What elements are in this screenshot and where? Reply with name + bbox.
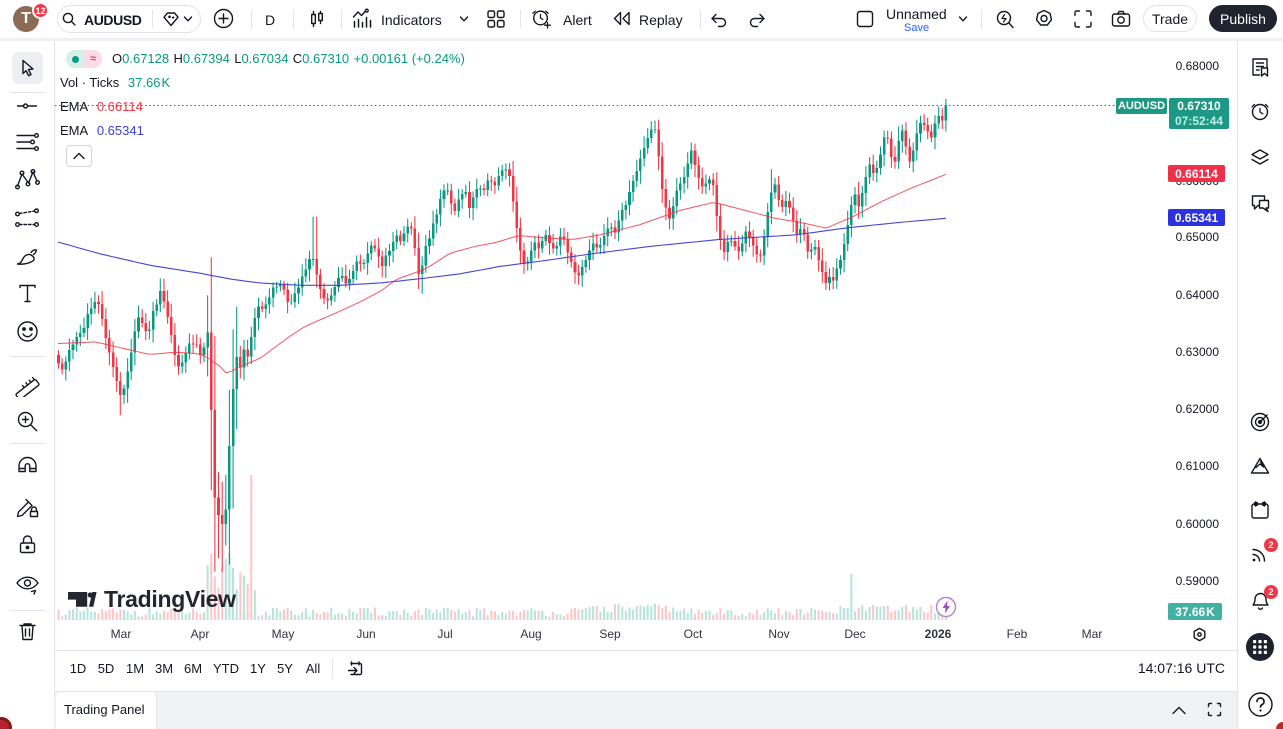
svg-text:TradingView: TradingView: [104, 586, 236, 612]
